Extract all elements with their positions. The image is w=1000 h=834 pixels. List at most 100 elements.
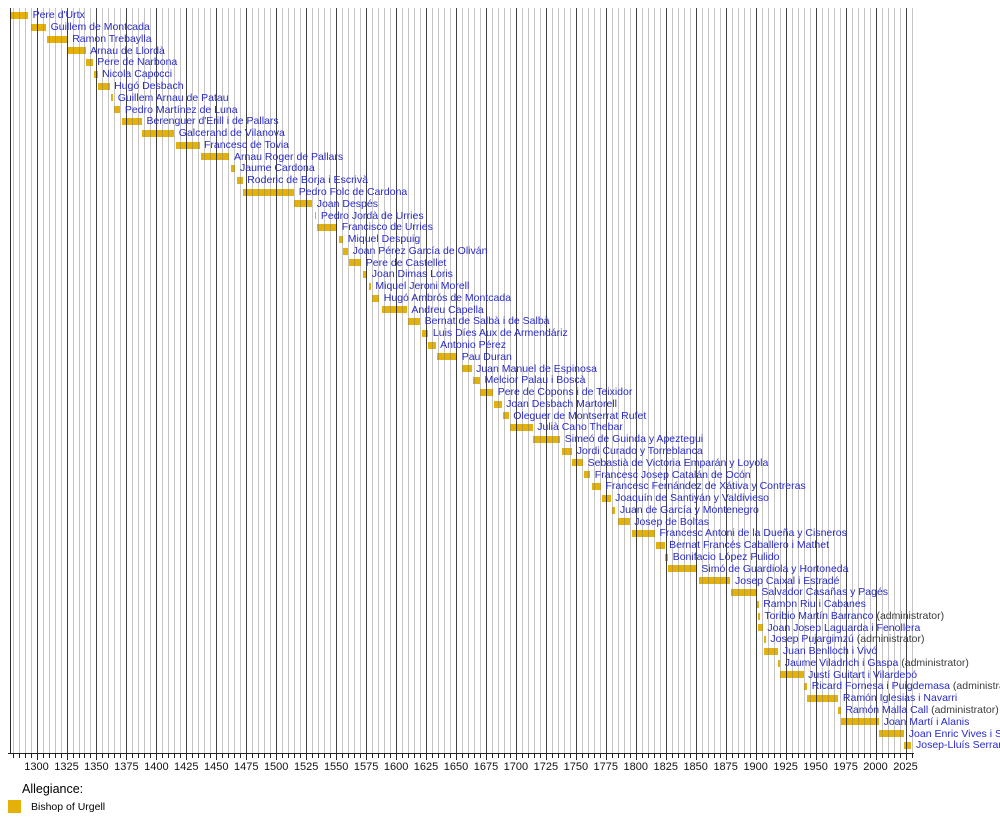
bishop-name-link[interactable]: Pedro Jordà de Urries — [321, 210, 424, 222]
bishop-name-link[interactable]: Joan Dimas Loris — [372, 268, 453, 280]
bishop-name-link[interactable]: Miquel Despuig — [348, 233, 420, 245]
bishop-name-link[interactable]: Arnau de Llordà — [90, 45, 165, 57]
bishop-name-link[interactable]: Joaquín de Santiyán y Valdivieso — [615, 492, 769, 504]
bishop-name[interactable]: Joan Enric Vives i S — [908, 727, 1000, 740]
bishop-name-link[interactable]: Oleguer de Montserrat Rufet — [513, 410, 646, 422]
bishop-name-link[interactable]: Joan Desbach Martorell — [506, 398, 617, 410]
bishop-name[interactable]: Luis Díes Aux de Armendáriz — [432, 327, 568, 340]
bishop-name-link[interactable]: Bonifacio López Pulido — [673, 551, 780, 563]
bishop-name[interactable]: Andreu Capella — [411, 303, 484, 316]
bishop-name[interactable]: Berenguer d'Erill i de Pallars — [146, 115, 279, 128]
bishop-name-link[interactable]: Miquel Jeroni Morell — [375, 280, 469, 292]
bishop-name-link[interactable]: Francesc Josep Catalán de Ocón — [595, 469, 751, 481]
bishop-name-link[interactable]: Ramon Riu i Cabanes — [763, 598, 866, 610]
bishop-name[interactable]: Joan Despés — [316, 197, 378, 210]
bishop-name[interactable]: Joaquín de Santiyán y Valdivieso — [615, 492, 769, 504]
bishop-name[interactable]: Josep Pujargimzú — [770, 633, 854, 646]
bishop-name-link[interactable]: Joan Enric Vives i S — [909, 728, 1000, 740]
bishop-name[interactable]: Galcerand de Vilanova — [178, 127, 285, 139]
bishop-name[interactable]: Pere de Copons i de Teixidor — [497, 386, 633, 399]
bishop-name-link[interactable]: Berenguer d'Erill i de Pallars — [147, 115, 279, 127]
bishop-name-link[interactable]: Pau Duran — [462, 351, 512, 363]
bishop-name-link[interactable]: Simó de Guardiola y Hortoneda — [701, 563, 848, 575]
bishop-name-link[interactable]: Ramón Malla Call (administrator) — [845, 704, 998, 716]
bishop-name-link[interactable]: Hugó Desbach — [114, 80, 183, 92]
bishop-name[interactable]: Pau Duran — [461, 350, 512, 363]
bishop-name-link[interactable]: Nicola Capocci — [102, 68, 172, 80]
bishop-name[interactable]: Josep-Lluís Serrar — [916, 739, 1000, 752]
bishop-name[interactable]: Ramon Trebaylla — [72, 32, 152, 45]
bishop-name-link[interactable]: Joan Josep Laguarda i Fenollera — [767, 622, 920, 634]
bishop-name-link[interactable]: Josep de Boltas — [634, 516, 709, 528]
bishop-name[interactable]: Joan Josep Laguarda i Fenollera — [767, 621, 921, 634]
bishop-name[interactable]: Justí Guitart i Vilardebó — [808, 668, 918, 681]
bishop-name-link[interactable]: Joan Pérez García de Oliván — [353, 245, 488, 257]
bishop-name[interactable]: Simó de Guardiola y Hortoneda — [701, 562, 849, 575]
bishop-name-link[interactable]: Pere d'Urtx — [33, 9, 85, 21]
bishop-name[interactable]: Francisco de Urries — [341, 221, 433, 234]
bishop-name-link[interactable]: Pedro Martínez de Luna — [125, 104, 238, 116]
bishop-name[interactable]: Antonio Pérez — [440, 339, 507, 351]
bishop-name[interactable]: Salvador Casañas y Pagés — [761, 586, 889, 599]
bishop-name-link[interactable]: Hugó Ambrós de Montcada — [384, 292, 511, 304]
bishop-name-link[interactable]: Bernat Francés Caballero i Mathet — [669, 539, 829, 551]
bishop-name-link[interactable]: Ricard Fornesa i Puigdemasa (administra — [812, 680, 1000, 692]
bishop-name[interactable]: Ramón Iglesias i Navarri — [842, 692, 958, 705]
bishop-name[interactable]: Jordi Curado y Torreblanca — [576, 444, 703, 457]
bishop-name-link[interactable]: Pere de Narbona — [97, 56, 177, 68]
bishop-name-link[interactable]: Ramón Iglesias i Navarri — [843, 692, 957, 704]
bishop-name[interactable]: Miquel Jeroni Morell — [375, 280, 470, 293]
bishop-name[interactable]: Nicola Capocci — [102, 68, 173, 81]
bishop-name[interactable]: Josep Caixal i Estradé — [735, 574, 840, 587]
bishop-name[interactable]: Pedro Martínez de Luna — [124, 103, 238, 116]
bishop-name[interactable]: Julià Cano Thebar — [537, 421, 623, 434]
bishop-name[interactable]: Hugó Ambrós de Montcada — [383, 291, 512, 304]
bishop-name-link[interactable]: Galcerand de Vilanova — [179, 127, 285, 139]
bishop-name[interactable]: Arnau de Llordà — [90, 44, 165, 57]
bishop-name-link[interactable]: Julià Cano Thebar — [537, 421, 623, 433]
bishop-name[interactable]: Joan Martí i Alanis — [883, 715, 970, 728]
bishop-name[interactable]: Pere d'Urtx — [32, 9, 85, 22]
bishop-name[interactable]: Francesc Josep Catalán de Ocón — [594, 468, 751, 481]
bishop-name-link[interactable]: Josep-Lluís Serrar — [916, 739, 1000, 751]
bishop-name[interactable]: Roderic de Borja i Escrivà — [247, 174, 368, 187]
bishop-name[interactable]: Pere de Narbona — [97, 56, 178, 69]
bishop-name-link[interactable]: Pere de Copons i de Teixidor — [498, 386, 633, 398]
bishop-name-link[interactable]: Pedro Folc de Cardona — [299, 186, 408, 198]
bishop-name[interactable]: Joan Pérez García de Oliván — [352, 244, 488, 257]
bishop-name[interactable]: Sebastià de Victoria Emparán y Loyola — [587, 456, 769, 469]
bishop-name-link[interactable]: Guillem de Montcada — [51, 21, 150, 33]
bishop-name-link[interactable]: Joan Despés — [317, 198, 378, 210]
bishop-name-link[interactable]: Juan Manuel de Espinosa — [476, 363, 597, 375]
bishop-name-link[interactable]: Justí Guitart i Vilardebó — [808, 669, 917, 681]
bishop-name[interactable]: Joan Dimas Loris — [371, 268, 453, 281]
bishop-name-link[interactable]: Jaume Viladrich i Gaspa (administrator) — [785, 657, 969, 669]
bishop-name[interactable]: Oleguer de Montserrat Rufet — [513, 409, 647, 422]
bishop-name[interactable]: Pedro Folc de Cardona — [298, 185, 408, 198]
bishop-name-link[interactable]: Sebastià de Victoria Emparán y Loyola — [588, 457, 769, 469]
bishop-name[interactable]: Ramon Riu i Cabanes — [763, 598, 866, 610]
bishop-name-link[interactable]: Melcior Palau i Boscà — [485, 374, 586, 386]
bishop-name-link[interactable]: Josep Pujargimzú (administrator) — [770, 633, 924, 645]
bishop-name-link[interactable]: Francesc Fernández de Xátiva y Contreras — [606, 480, 806, 492]
bishop-name[interactable]: Miquel Despuig — [347, 233, 421, 245]
bishop-name[interactable]: Hugó Desbach — [114, 79, 184, 92]
bishop-name-link[interactable]: Andreu Capella — [411, 304, 483, 316]
bishop-name-link[interactable]: Francesc Antoni de la Dueña y Cisneros — [660, 527, 847, 539]
bishop-name-link[interactable]: Luis Díes Aux de Armendáriz — [433, 327, 568, 339]
bishop-name-link[interactable]: Ramon Trebaylla — [72, 33, 151, 45]
bishop-name[interactable]: Bernat de Salbà i de Salbà — [424, 315, 550, 328]
bishop-name[interactable]: Jaume Cardona — [240, 162, 315, 175]
bishop-name[interactable]: Ramón Malla Call — [845, 704, 929, 716]
bishop-name-link[interactable]: Pere de Castellet — [366, 257, 447, 269]
bishop-name[interactable]: Joan Desbach Martorell — [506, 397, 617, 410]
bishop-name[interactable]: Juan Benlloch i Vivó — [782, 645, 878, 658]
bishop-name[interactable]: Bonifacio López Pulido — [672, 550, 780, 563]
bishop-name[interactable]: Arnau Roger de Pallars — [234, 150, 344, 163]
bishop-name-link[interactable]: Francesc de Tovia — [204, 139, 289, 151]
bishop-name[interactable]: Toribio Martín Barranco — [764, 609, 874, 622]
bishop-name-link[interactable]: Jaume Cardona — [240, 162, 315, 174]
bishop-name[interactable]: Juan de García y Montenegro — [619, 503, 759, 516]
bishop-name-link[interactable]: Antonio Pérez — [440, 339, 506, 351]
bishop-name-link[interactable]: Salvador Casañas y Pagés — [761, 586, 888, 598]
